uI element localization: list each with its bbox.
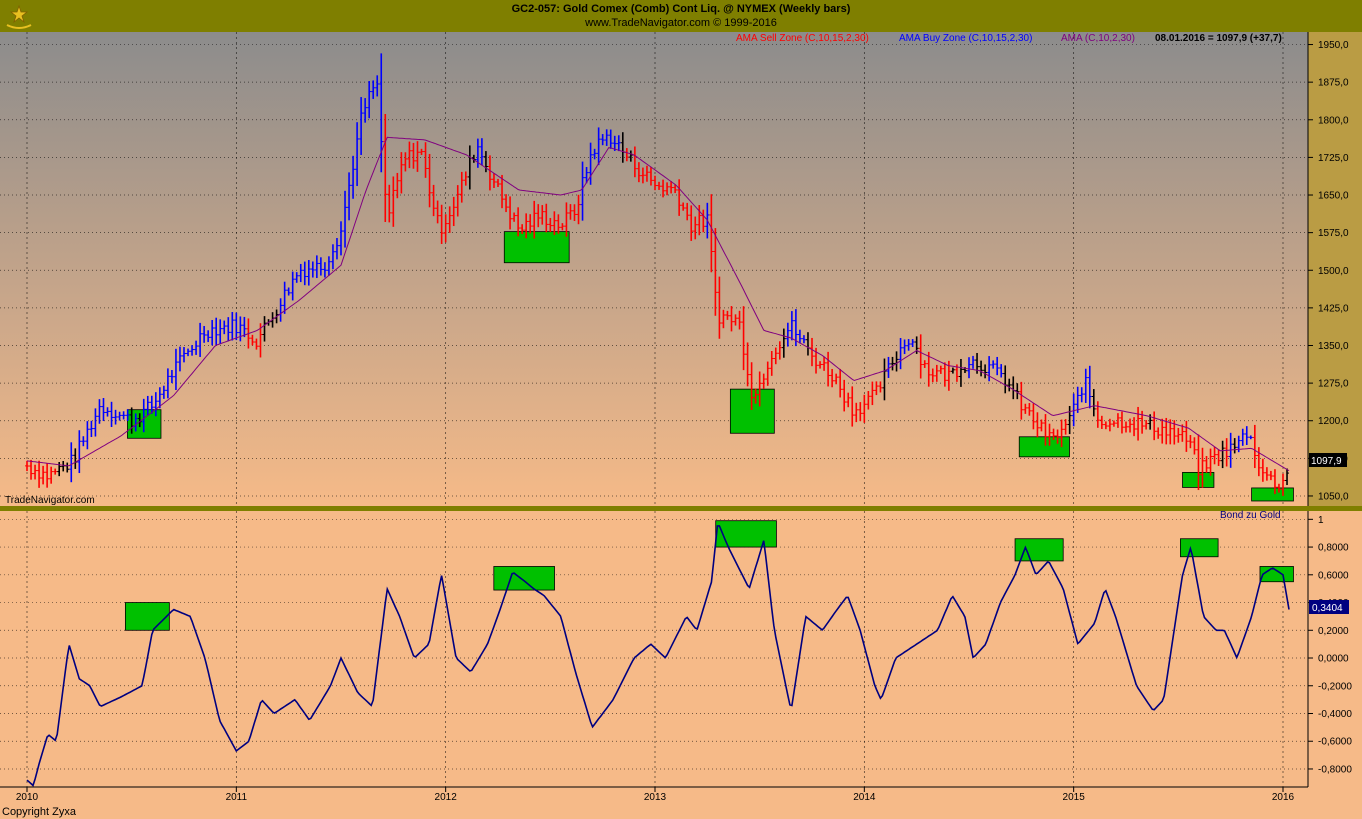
price-axis-label: 1500,0 [1318,266,1349,277]
last-oscillator-badge [1309,600,1349,614]
legend-sell-zone: AMA Sell Zone (C,10,15,2,30) [736,33,869,44]
oscillator-axis-label: -0,4000 [1318,709,1352,720]
chart-subtitle: www.TradeNavigator.com © 1999-2016 [585,17,777,29]
date-axis-label: 2014 [853,792,876,803]
price-axis-label: 1725,0 [1318,153,1349,164]
oscillator-grid [0,511,1308,787]
price-axis-background [1308,32,1362,506]
price-axis-label: 1800,0 [1318,115,1349,126]
price-axis-label: 1425,0 [1318,303,1349,314]
price-zone-box [503,231,570,264]
date-axis-label: 2012 [435,792,458,803]
oscillator-series-line [26,525,1290,787]
legend-last-value: 08.01.2016 = 1097,9 (+37,7) [1155,33,1282,44]
date-axis-label: 2016 [1272,792,1295,803]
price-axis-label: 1650,0 [1318,191,1349,202]
ama-line [26,136,1290,472]
date-axis-label: 2015 [1063,792,1086,803]
date-axis-background [0,787,1362,819]
oscillator-axis-background [1308,511,1362,787]
price-axis-label: 1350,0 [1318,341,1349,352]
price-grid [0,32,1308,506]
oscillator-axis-label: 0,0000 [1318,654,1349,665]
price-axis-label: 1050,0 [1318,491,1349,502]
oscillator-zone-box [1014,538,1064,562]
oscillator-axis-label: -0,2000 [1318,681,1352,692]
oscillator-axis-label: -0,8000 [1318,764,1352,775]
oscillator-zone-box [1180,538,1219,558]
oscillator-zone-box [124,602,170,631]
legend-ama: AMA (C,10,2,30) [1061,33,1135,44]
price-axis-label: 1875,0 [1318,78,1349,89]
oscillator-line [26,525,1290,787]
chart-title: GC2-057: Gold Comex (Comb) Cont Liq. @ N… [511,3,851,15]
price-panel-background [0,32,1308,506]
legend-buy-zone: AMA Buy Zone (C,10,15,2,30) [899,33,1032,44]
price-zone-box [1251,487,1294,502]
oscillator-panel-background [0,511,1308,787]
last-oscillator-label: 0,3404 [1312,603,1343,614]
price-axis-label: 1275,0 [1318,379,1349,390]
oscillator-zone-box [1259,566,1294,583]
trading-logo-icon [3,3,35,31]
oscillator-axis-label: 0,6000 [1318,570,1349,581]
oscillator-axis-label: 1 [1318,515,1324,526]
last-price-label: 1097,9 [1311,456,1342,467]
ama-series-line [26,136,1290,472]
last-price-badge [1309,453,1347,467]
watermark: TradeNavigator.com [5,495,95,506]
oscillator-zone-boxes [124,520,1294,631]
price-axis-label: 1575,0 [1318,228,1349,239]
oscillator-zone-box [493,566,555,591]
date-axis-label: 2010 [16,792,39,803]
date-axis-labels: 2010 2011 2012 2013 2014 2015 2016 [16,787,1295,803]
oscillator-axis-label: 0,8000 [1318,543,1349,554]
price-axis-label: 1950,0 [1318,40,1349,51]
price-axis-labels: 1950,0 1875,0 1800,0 1725,0 1650,0 1575,0 1500… [1308,40,1349,502]
date-axis-label: 2013 [644,792,667,803]
price-bars [25,53,1290,496]
price-axis-label: 1200,0 [1318,416,1349,427]
oscillator-zone-box [715,520,777,548]
date-axis-label: 2011 [226,792,248,803]
oscillator-title: Bond zu Gold [1220,510,1281,521]
copyright: Copyright Zyxa [2,806,77,818]
oscillator-axis-label: -0,6000 [1318,737,1352,748]
oscillator-axis-label: 0,2000 [1318,626,1349,637]
